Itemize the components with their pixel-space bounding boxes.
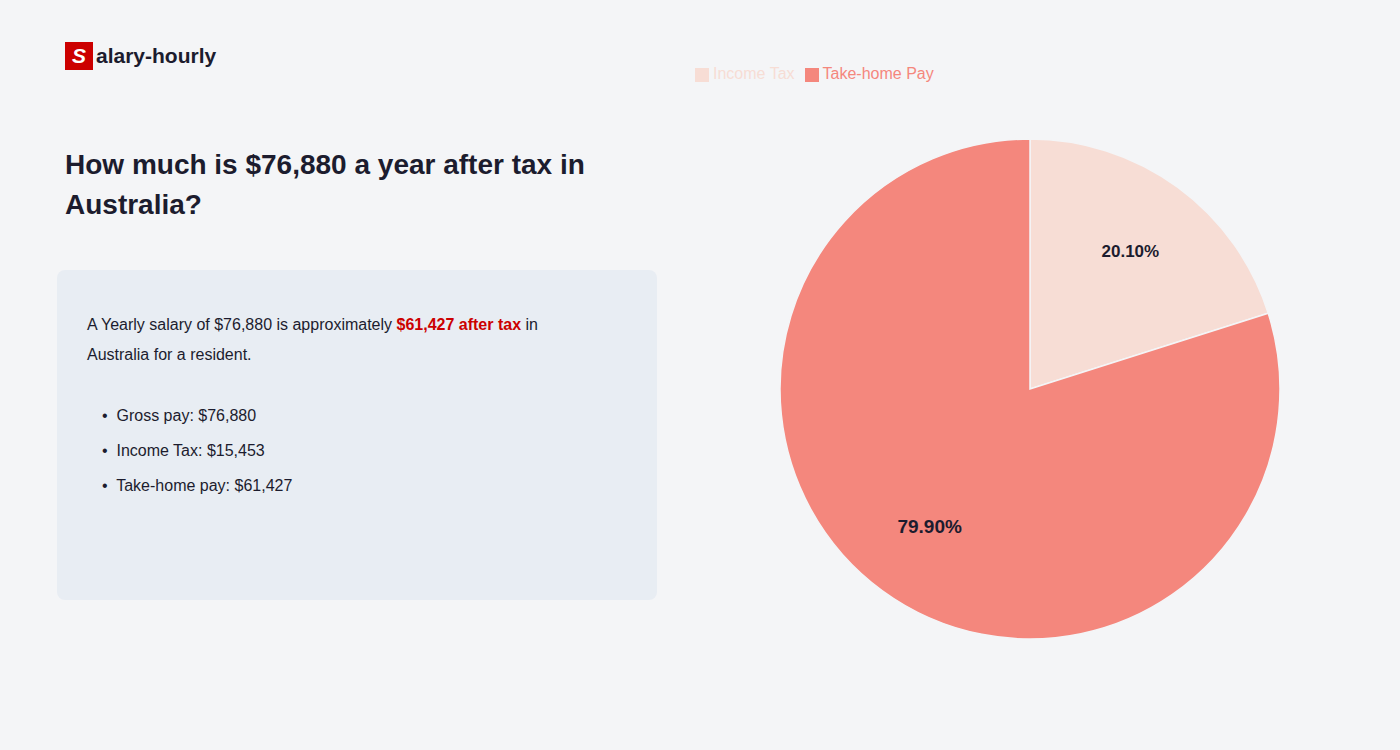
- svg-text:20.10%: 20.10%: [1102, 242, 1160, 261]
- html-text:• Income Tax: $15,453: • Income Tax: $15,453: [102, 442, 265, 459]
- html-text:• Take-home pay: $61,427: • Take-home pay: $61,427: [102, 477, 293, 494]
- html-text:Take-home Pay: Take-home Pay: [822, 65, 934, 82]
- html-text:S: S: [72, 44, 86, 67]
- html-text:• Gross pay: $76,880: • Gross pay: $76,880: [102, 407, 257, 424]
- html-text:Australia for a resident.: Australia for a resident.: [87, 346, 252, 363]
- html-text:How much is $76,880 a year aft: How much is $76,880 a year after tax in …: [65, 149, 585, 220]
- html-text:Income Tax: Income Tax: [713, 65, 795, 82]
- svg-text:79.90%: 79.90%: [897, 516, 962, 537]
- html-text:alary-hourly: alary-hourly: [96, 44, 217, 67]
- html-text:A Yearly salary of $76,880 is: A Yearly salary of $76,880 is approximat…: [87, 316, 538, 333]
